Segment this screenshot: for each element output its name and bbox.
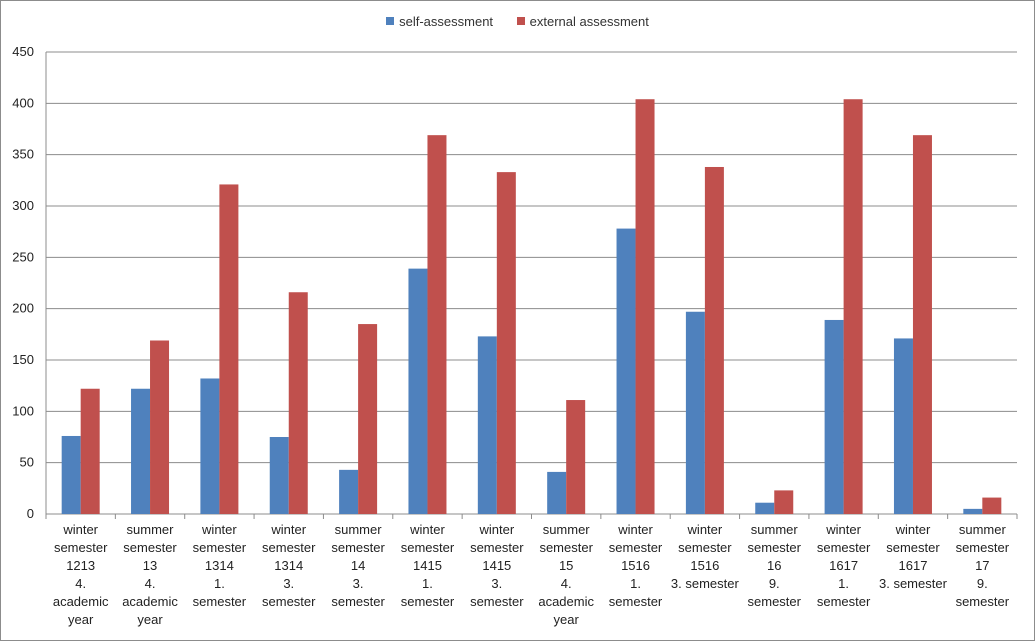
bar-external-assessment — [843, 99, 863, 514]
bar-self-assessment — [963, 508, 983, 514]
bar-external-assessment — [80, 388, 100, 514]
x-tick-label: summer semester 14 3. semester — [331, 522, 385, 609]
bar-external-assessment — [150, 340, 170, 514]
x-tick-label: winter semester 1415 3. semester — [470, 522, 524, 609]
bar-self-assessment — [824, 319, 844, 514]
x-tick-label: winter semester 1314 1. semester — [193, 522, 247, 609]
y-tick-label: 350 — [12, 147, 34, 162]
y-tick-label: 300 — [12, 198, 34, 213]
bar-self-assessment — [269, 437, 289, 514]
bar-external-assessment — [635, 99, 655, 514]
bar-self-assessment — [200, 378, 220, 514]
x-tick-label: winter semester 1314 3. semester — [262, 522, 316, 609]
bar-self-assessment — [893, 338, 913, 514]
y-tick-label: 450 — [12, 44, 34, 59]
legend: self-assessment external assessment — [0, 13, 1035, 29]
x-tick-label: summer semester 13 4. academic year — [122, 522, 178, 627]
x-tick-label: winter semester 1617 1. semester — [817, 522, 871, 609]
bar-self-assessment — [477, 336, 497, 514]
legend-swatch-self-assessment — [386, 17, 395, 25]
y-tick-label: 150 — [12, 352, 34, 367]
bar-self-assessment — [131, 388, 151, 514]
bar-external-assessment — [288, 292, 308, 514]
bar-self-assessment — [408, 268, 428, 514]
bar-external-assessment — [219, 184, 239, 514]
x-tick-label: winter semester 1213 4. academic year — [53, 522, 109, 627]
x-tick-label: winter semester 1516 3. semester — [671, 522, 740, 591]
legend-label-self-assessment: self-assessment — [399, 13, 494, 29]
bar-external-assessment — [496, 172, 516, 514]
bar-self-assessment — [547, 471, 567, 514]
y-tick-label: 200 — [12, 301, 34, 316]
y-tick-label: 250 — [12, 249, 34, 264]
legend-swatch-external-assessment — [516, 17, 525, 25]
bar-external-assessment — [704, 166, 724, 514]
x-tick-label: winter semester 1516 1. semester — [609, 522, 663, 609]
bar-external-assessment — [427, 135, 447, 514]
x-tick-label: winter semester 1415 1. semester — [401, 522, 455, 609]
x-tick-label: summer semester 17 9. semester — [956, 522, 1010, 609]
legend-item-self-assessment: self-assessment — [386, 14, 493, 29]
bar-external-assessment — [774, 490, 794, 514]
bar-self-assessment — [339, 469, 359, 514]
bar-self-assessment — [685, 311, 705, 514]
bar-self-assessment — [61, 435, 81, 514]
y-tick-label: 100 — [12, 403, 34, 418]
x-tick-label: summer semester 16 9. semester — [748, 522, 802, 609]
x-tick-label: winter semester 1617 3. semester — [879, 522, 948, 591]
bar-external-assessment — [566, 400, 586, 514]
bar-external-assessment — [912, 135, 932, 514]
legend-item-external-assessment: external assessment — [516, 13, 649, 29]
y-tick-label: 50 — [20, 455, 34, 470]
bar-external-assessment — [358, 324, 378, 514]
legend-label-external-assessment: external assessment — [529, 13, 649, 29]
bar-external-assessment — [982, 497, 1002, 514]
bar-self-assessment — [616, 228, 636, 514]
y-tick-label: 0 — [27, 506, 34, 521]
x-tick-label: summer semester 15 4. academic year — [538, 522, 594, 627]
y-tick-label: 400 — [12, 95, 34, 110]
bar-self-assessment — [755, 502, 775, 514]
